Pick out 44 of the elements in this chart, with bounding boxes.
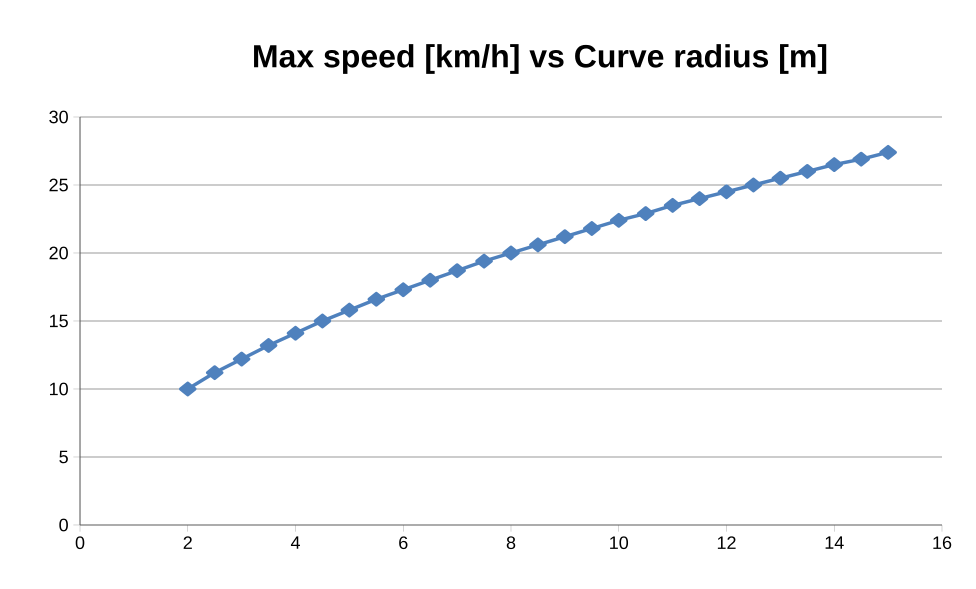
point — [529, 237, 547, 252]
point — [502, 246, 520, 260]
point — [340, 302, 358, 318]
chart-title: Max speed [km/h] vs Curve radius [m] — [254, 44, 826, 74]
point — [556, 229, 574, 244]
y-tick-label: 10 — [50, 382, 68, 396]
point — [879, 144, 897, 160]
x-tick-label: 2 — [184, 536, 192, 549]
x-tick-label: 8 — [506, 536, 516, 550]
y-tick-label: 30 — [49, 110, 68, 124]
x-tick-label: 4 — [290, 536, 300, 549]
point — [314, 314, 332, 328]
point — [286, 326, 304, 341]
y-tick-label: 20 — [50, 246, 68, 260]
point — [206, 365, 224, 380]
point — [583, 221, 601, 236]
point — [368, 292, 386, 307]
x-tick-label: 12 — [718, 536, 736, 549]
point — [610, 212, 628, 228]
point — [664, 198, 682, 213]
point — [232, 352, 250, 366]
x-tick-label: 16 — [933, 536, 952, 550]
point — [718, 184, 736, 200]
x-tick-label: 10 — [610, 536, 628, 550]
y-tick-label: 5 — [59, 450, 68, 464]
point — [475, 254, 493, 269]
y-tick-label: 15 — [50, 314, 68, 328]
point — [448, 263, 466, 278]
point — [179, 382, 196, 396]
point — [636, 206, 654, 221]
y-tick-label: 25 — [50, 178, 68, 192]
point — [826, 157, 843, 172]
point — [260, 338, 278, 353]
x-tick-label: 14 — [826, 536, 844, 549]
point — [394, 282, 412, 298]
point — [744, 178, 762, 192]
y-tick-label: 0 — [59, 518, 68, 532]
point — [690, 191, 708, 206]
point — [852, 152, 870, 167]
point — [798, 164, 816, 179]
point — [772, 170, 790, 186]
point — [421, 272, 439, 288]
x-tick-label: 6 — [399, 536, 408, 550]
x-tick-label: 0 — [76, 536, 84, 550]
